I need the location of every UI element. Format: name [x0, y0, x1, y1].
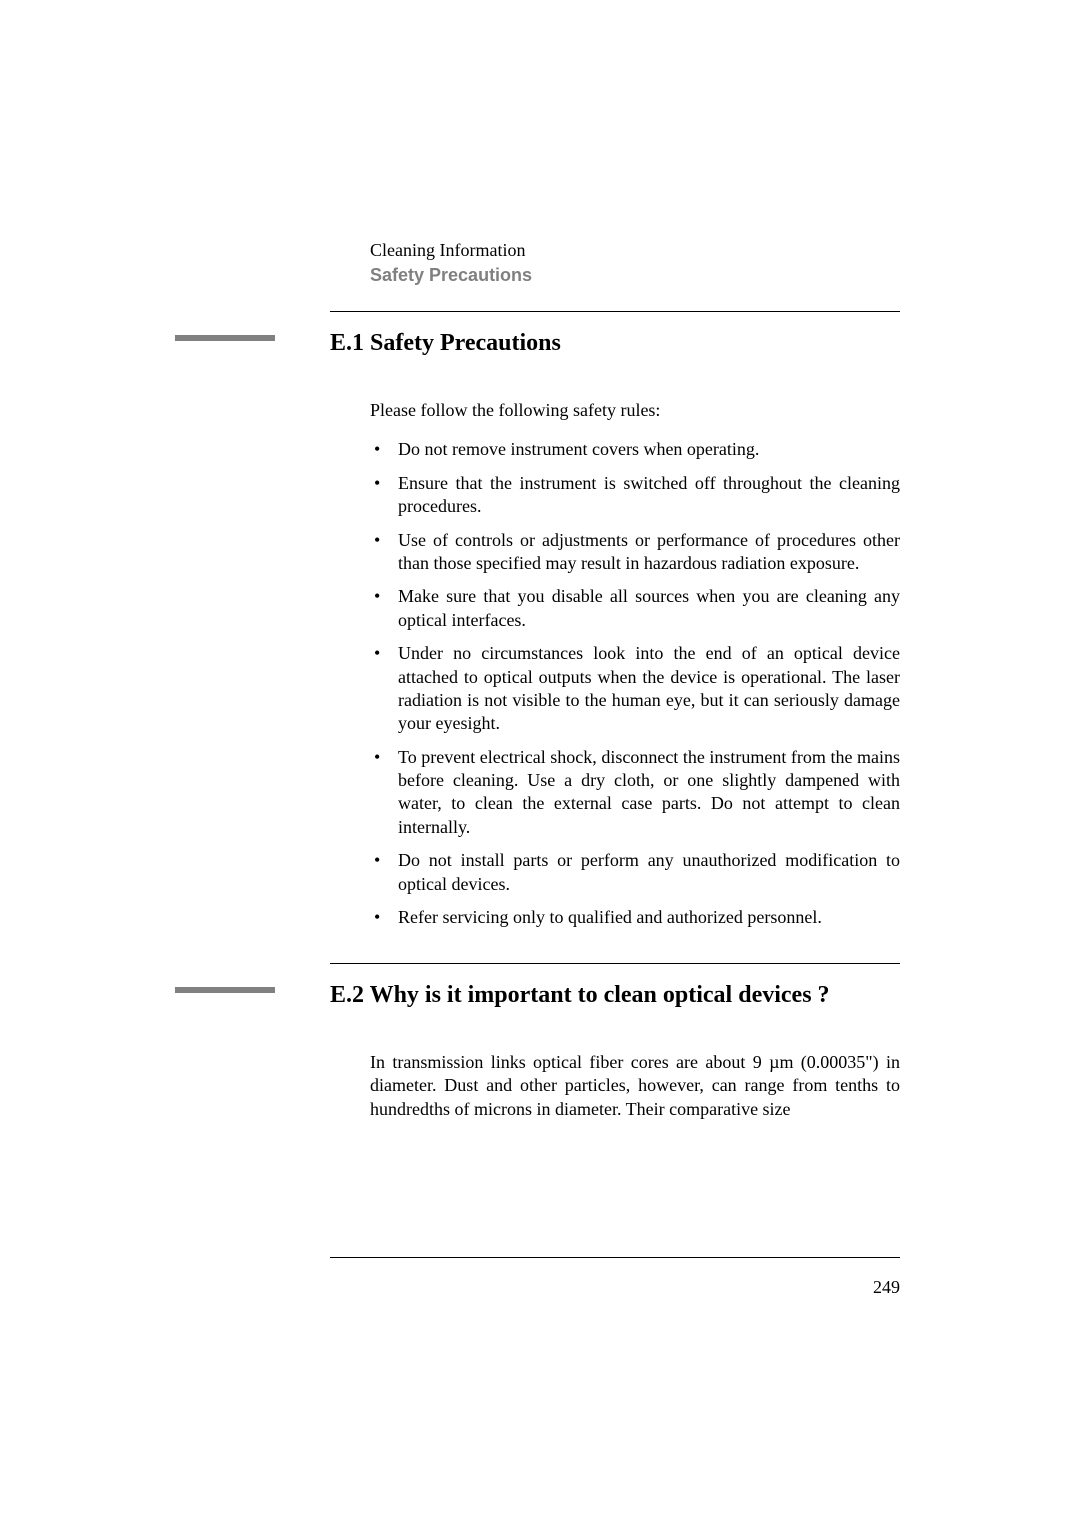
header-subtitle: Safety Precautions — [370, 265, 900, 286]
list-item: Do not install parts or perform any unau… — [370, 849, 900, 896]
section-marker — [175, 335, 275, 341]
list-item: Ensure that the instrument is switched o… — [370, 472, 900, 519]
page-number: 249 — [873, 1277, 900, 1298]
list-item: Do not remove instrument covers when ope… — [370, 438, 900, 461]
section-heading: E.2 Why is it important to clean optical… — [330, 982, 900, 1009]
page-header: Cleaning Information Safety Precautions — [370, 240, 900, 286]
document-page: Cleaning Information Safety Precautions … — [0, 0, 1080, 1528]
section-clean-importance: E.2 Why is it important to clean optical… — [330, 982, 900, 1121]
body-text: In transmission links optical fiber core… — [370, 1051, 900, 1121]
header-title: Cleaning Information — [370, 240, 900, 261]
list-item: Make sure that you disable all sources w… — [370, 585, 900, 632]
section-safety-precautions: E.1 Safety Precautions Please follow the… — [330, 330, 900, 939]
list-item: Refer servicing only to qualified and au… — [370, 906, 900, 929]
section-marker — [175, 987, 275, 993]
list-item: Under no circumstances look into the end… — [370, 642, 900, 736]
footer-divider — [330, 1257, 900, 1258]
safety-rules-list: Do not remove instrument covers when ope… — [370, 438, 900, 929]
section-divider — [330, 963, 900, 964]
list-item: Use of controls or adjustments or perfor… — [370, 529, 900, 576]
list-item: To prevent electrical shock, disconnect … — [370, 746, 900, 840]
section-divider — [330, 311, 900, 312]
intro-text: Please follow the following safety rules… — [370, 399, 900, 422]
section-heading: E.1 Safety Precautions — [330, 330, 900, 357]
